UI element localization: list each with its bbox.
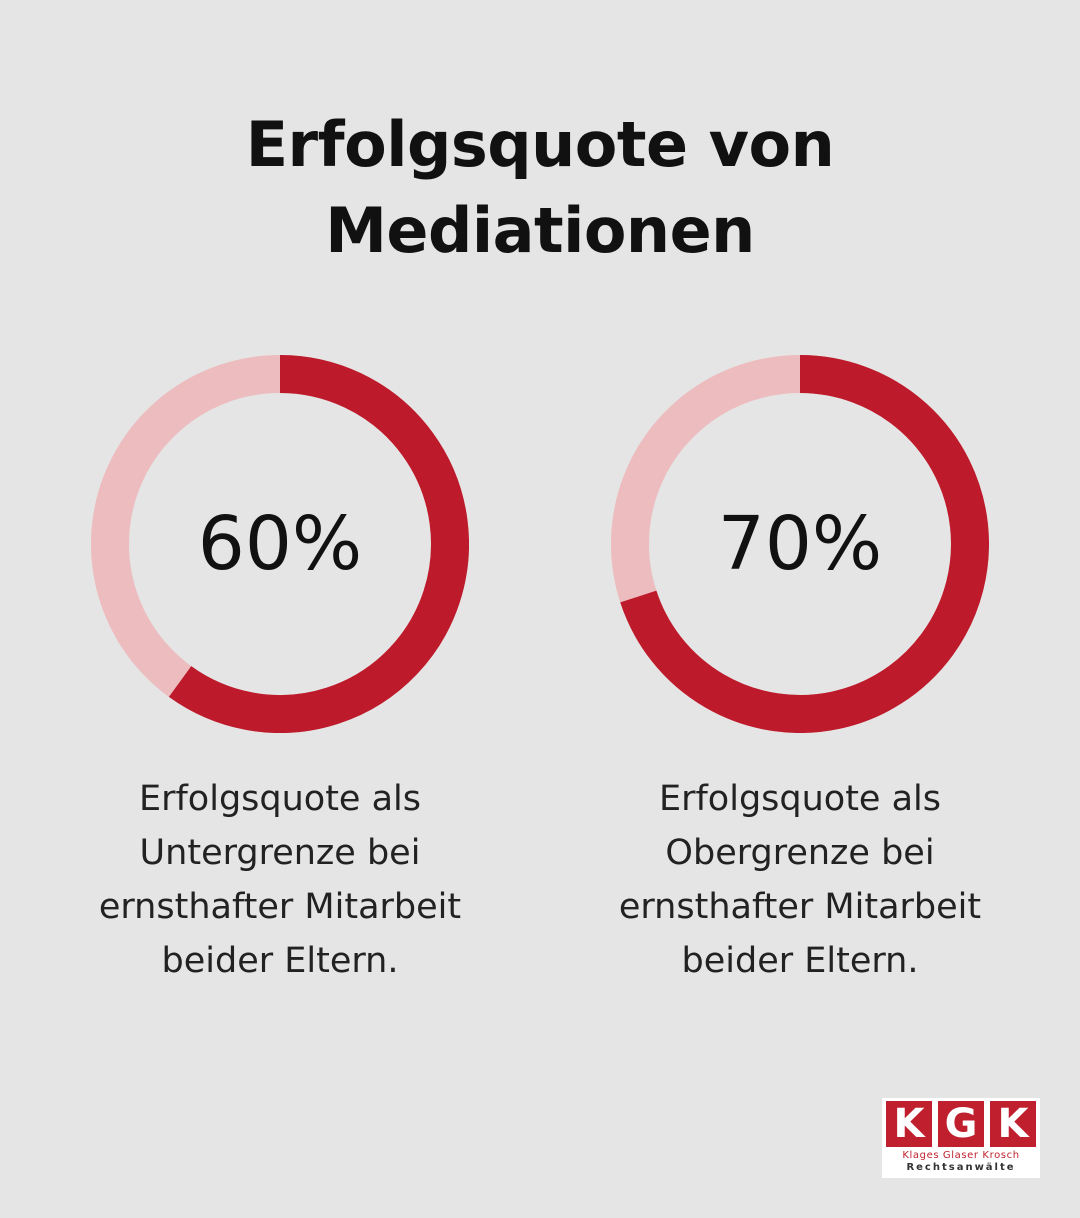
- donut-2-value-label: 70%: [717, 501, 883, 587]
- donut-2-description: Erfolgsquote als Obergrenze bei ernsthaf…: [570, 772, 1030, 988]
- donut-1-description: Erfolgsquote als Untergrenze bei ernstha…: [50, 772, 510, 988]
- chart-title-line-2: Mediationen: [325, 194, 755, 267]
- donut-2-description-line: ernsthafter Mitarbeit: [618, 887, 982, 927]
- donut-1-value-label: 60%: [197, 501, 363, 587]
- donut-2-value-arc: [620, 355, 989, 733]
- donut-1-description-line: beider Eltern.: [161, 941, 399, 981]
- chart-title-line-1: Erfolgsquote von: [245, 108, 835, 181]
- donut-2-description-line: Erfolgsquote als: [658, 779, 942, 819]
- donut-chart-2: 70%: [611, 355, 989, 733]
- donut-1-description-line: Erfolgsquote als: [138, 779, 422, 819]
- kgk-logo-letters: K G K: [886, 1101, 1036, 1147]
- logo-letter-g: G: [938, 1101, 984, 1147]
- donut-chart-1-svg: [91, 355, 469, 733]
- donut-chart-2-svg: [611, 355, 989, 733]
- logo-letter-k-2: K: [990, 1101, 1036, 1147]
- donut-chart-1: 60%: [91, 355, 469, 733]
- donut-2-description-line: Obergrenze bei: [665, 833, 935, 873]
- donut-1-description-line: Untergrenze bei: [139, 833, 421, 873]
- donut-2-description-line: beider Eltern.: [681, 941, 919, 981]
- kgk-logo: K G K Klages Glaser Krosch Rechtsanwälte: [882, 1098, 1040, 1178]
- donut-1-description-line: ernsthafter Mitarbeit: [98, 887, 462, 927]
- logo-names: Klages Glaser Krosch: [902, 1150, 1020, 1161]
- donut-1-value-arc: [168, 355, 469, 733]
- logo-subtitle: Rechtsanwälte: [906, 1162, 1016, 1173]
- chart-title: Erfolgsquote von Mediationen: [0, 102, 1080, 274]
- logo-letter-k: K: [886, 1101, 932, 1147]
